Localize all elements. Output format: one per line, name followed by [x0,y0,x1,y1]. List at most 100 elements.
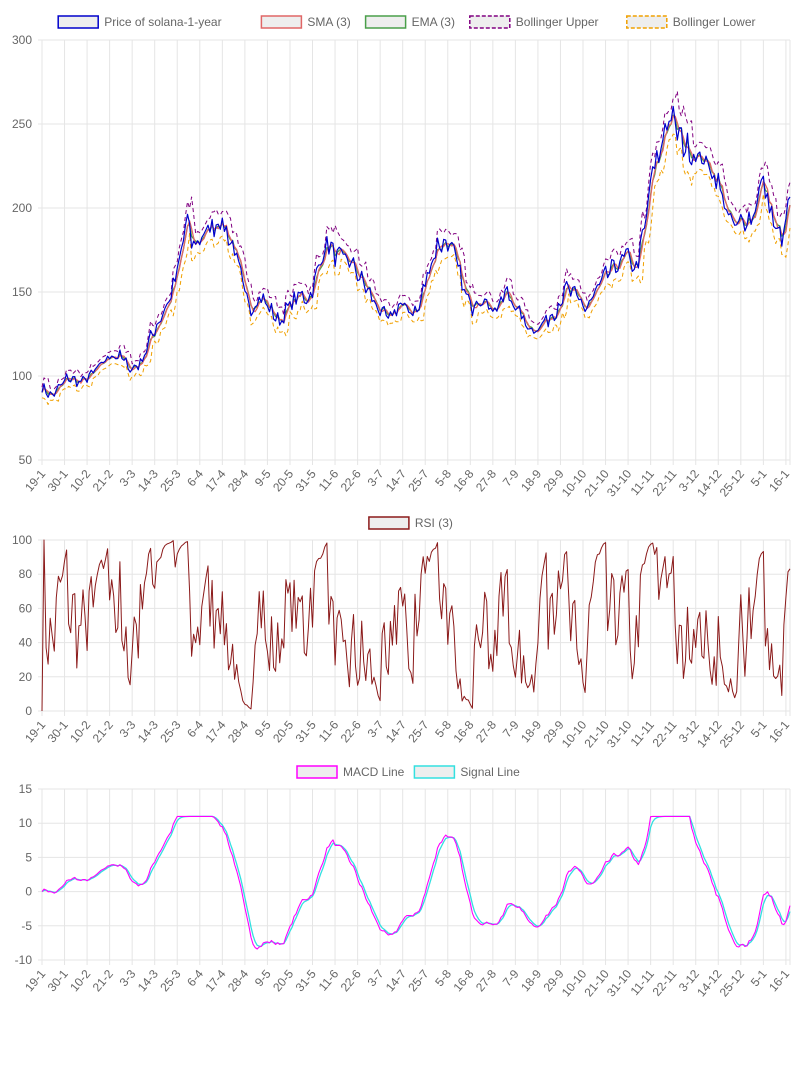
ema-line [41,114,791,396]
x-tick-label: 16-1 [766,718,792,746]
x-tick-label: 19-1 [22,467,48,495]
macd-line [41,815,791,950]
y-tick-label: 80 [19,567,33,581]
legend-label-macd: MACD Line [343,765,405,779]
macd-chart-legend: MACD Line Signal Line [296,765,520,779]
y-tick-label: 15 [19,782,33,796]
x-tick-label: 21-2 [90,467,116,495]
y-tick-label: 200 [12,201,32,215]
x-tick-label: 21-2 [90,718,116,746]
x-tick-label: 20-5 [270,467,296,495]
y-tick-label: -5 [21,919,32,933]
price-line [41,105,791,398]
x-tick-label: 31-10 [604,718,635,751]
legend-label-rsi: RSI (3) [415,516,453,530]
x-tick-label: 31-10 [604,467,635,500]
x-tick-label: 10-2 [67,467,93,495]
x-tick-label: 25-3 [157,967,183,995]
x-tick-label: 18-9 [518,467,544,495]
legend-label-bb_upper: Bollinger Upper [516,15,599,29]
x-tick-label: 14-3 [135,467,161,495]
x-tick-label: 20-5 [270,967,296,995]
y-tick-label: 50 [19,453,33,467]
x-tick-label: 25-7 [405,967,431,995]
x-tick-label: 14-7 [383,467,409,495]
x-tick-label: 25-12 [717,467,748,500]
x-tick-label: 30-1 [45,967,71,995]
legend-label-signal: Signal Line [460,765,520,779]
x-tick-label: 22-11 [650,718,680,750]
y-tick-label: 150 [12,285,32,299]
x-tick-label: 17-4 [202,467,228,495]
x-tick-label: 25-12 [717,718,748,751]
legend-swatch-bb_upper [469,15,511,29]
x-tick-label: 11-6 [316,718,342,745]
x-tick-label: 16-1 [766,967,792,995]
x-tick-label: 18-9 [518,967,544,995]
x-tick-label: 25-7 [405,467,431,495]
x-tick-label: 16-8 [450,967,476,995]
x-tick-label: 10-2 [67,967,93,995]
x-tick-label: 25-12 [717,967,748,1000]
legend-label-price: Price of solana-1-year [104,15,221,29]
y-tick-label: 250 [12,117,32,131]
x-tick-label: 27-8 [473,718,499,746]
x-tick-label: 27-8 [473,967,499,995]
rsi-chart-legend: RSI (3) [368,516,453,530]
legend-swatch-sma [260,15,303,29]
x-tick-label: 31-5 [293,967,319,995]
x-tick-label: 31-10 [604,967,635,1000]
bollinger-upper-line [41,90,791,390]
x-tick-label: 14-7 [383,967,409,995]
x-tick-label: 22-11 [650,467,680,499]
y-tick-label: 0 [25,885,32,899]
legend-label-ema: EMA (3) [412,15,455,29]
x-tick-label: 22-6 [338,967,364,995]
legend-label-bb_lower: Bollinger Lower [673,15,756,29]
x-tick-label: 21-2 [90,967,116,995]
legend-swatch-bb_lower [626,15,668,29]
x-tick-label: 30-1 [45,467,71,495]
signal-line [41,815,791,947]
y-tick-label: 300 [12,33,32,47]
x-tick-label: 25-3 [157,467,183,495]
bollinger-lower-line [41,133,791,405]
legend-label-sma: SMA (3) [307,15,350,29]
legend-swatch-rsi [368,516,410,530]
x-tick-label: 16-1 [766,467,792,495]
x-tick-label: 28-4 [225,467,251,495]
y-tick-label: -10 [15,953,33,967]
y-tick-label: 5 [25,850,32,864]
y-tick-label: 20 [19,670,33,684]
x-tick-label: 22-11 [650,967,680,999]
y-tick-label: 60 [19,601,33,615]
x-tick-label: 19-1 [22,718,48,746]
y-tick-label: 0 [25,704,32,718]
legend-swatch-macd [296,765,338,779]
x-tick-label: 22-6 [338,718,364,746]
x-tick-label: 16-8 [450,467,476,495]
x-tick-label: 27-8 [473,467,499,495]
x-tick-label: 17-4 [202,718,228,746]
x-tick-label: 18-9 [518,718,544,746]
y-tick-label: 100 [12,369,32,383]
sma-line [41,115,791,396]
x-tick-label: 14-3 [135,967,161,995]
x-tick-label: 28-4 [225,718,251,746]
x-tick-label: 11-6 [316,467,342,494]
legend-swatch-ema [364,15,407,29]
x-tick-label: 17-4 [202,967,228,995]
y-tick-label: 40 [19,636,33,650]
x-tick-label: 11-6 [316,967,342,994]
x-tick-label: 20-5 [270,718,296,746]
rsi-line [41,539,791,712]
x-tick-label: 31-5 [293,467,319,495]
y-tick-label: 10 [19,816,33,830]
x-tick-label: 31-5 [293,718,319,746]
x-tick-label: 14-7 [383,718,409,746]
legend-swatch-price [57,15,99,29]
